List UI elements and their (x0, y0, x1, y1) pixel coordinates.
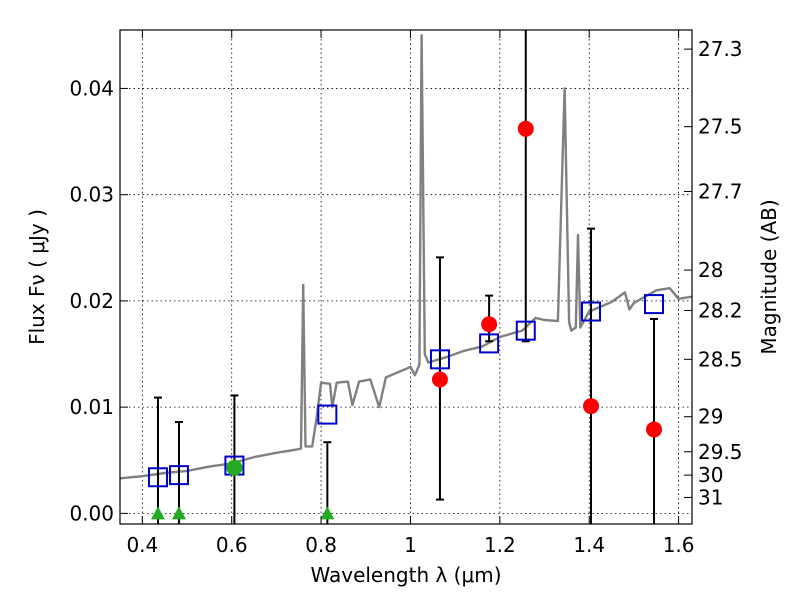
y-tick-label: 0.00 (69, 501, 114, 525)
right-tick-label: 31 (698, 485, 723, 509)
model-square-marker (147, 467, 168, 488)
detection-marker (646, 421, 663, 438)
sed-layer (120, 34, 692, 480)
y-tick-label: 0.01 (69, 395, 114, 419)
model-square-marker (479, 333, 500, 354)
right-tick-label: 27.7 (698, 179, 743, 203)
model-square-marker (168, 465, 189, 486)
x-tick-label: 0.4 (126, 533, 158, 557)
right-axis-label: Magnitude (AB) (757, 199, 781, 354)
model-square-marker (644, 294, 665, 315)
plot-frame (119, 29, 693, 525)
x-tick-label: 1.2 (484, 533, 516, 557)
upper-limit-marker (320, 506, 335, 520)
upper-limit-marker (226, 459, 243, 476)
right-tick-label: 29.5 (698, 440, 743, 464)
detection-marker (583, 398, 600, 415)
x-tick-label: 0.8 (305, 533, 337, 557)
grid-lines (120, 30, 692, 524)
right-tick-label: 30 (698, 463, 723, 487)
model-square-marker (581, 301, 602, 322)
detection-marker (431, 371, 448, 388)
x-axis-label: Wavelength λ (μm) (310, 563, 501, 587)
tick-layer: 0.4 0.6 0.8 1 1.2 1.4 1.6 0.00 0.01 0.02 0.03 0.04 2… (69, 30, 743, 557)
x-tick-label: 1.4 (573, 533, 605, 557)
upper-limit-marker (171, 506, 186, 520)
x-tick-label: 1.6 (663, 533, 695, 557)
detection-marker (517, 120, 534, 137)
y-axis-label: Flux Fν ( μJy ) (25, 209, 49, 345)
right-tick-label: 28 (698, 258, 723, 282)
x-tick-label: 1 (404, 533, 417, 557)
right-tick-label: 27.3 (698, 37, 743, 61)
y-tick-label: 0.02 (69, 289, 114, 313)
plot-area (120, 30, 692, 524)
marker-layer (147, 120, 665, 520)
sed-line (120, 34, 692, 480)
right-tick-label: 27.5 (698, 115, 743, 139)
y-tick-label: 0.04 (69, 76, 114, 100)
y-tick-label: 0.03 (69, 183, 114, 207)
x-tick-label: 0.6 (216, 533, 248, 557)
model-square-marker (317, 404, 338, 425)
detection-marker (481, 316, 498, 333)
model-square-marker (429, 349, 450, 370)
right-tick-label: 28.2 (698, 298, 743, 322)
right-tick-label: 28.5 (698, 347, 743, 371)
upper-limit-marker (150, 506, 165, 520)
right-tick-label: 29 (698, 405, 723, 429)
model-square-marker (515, 320, 536, 341)
